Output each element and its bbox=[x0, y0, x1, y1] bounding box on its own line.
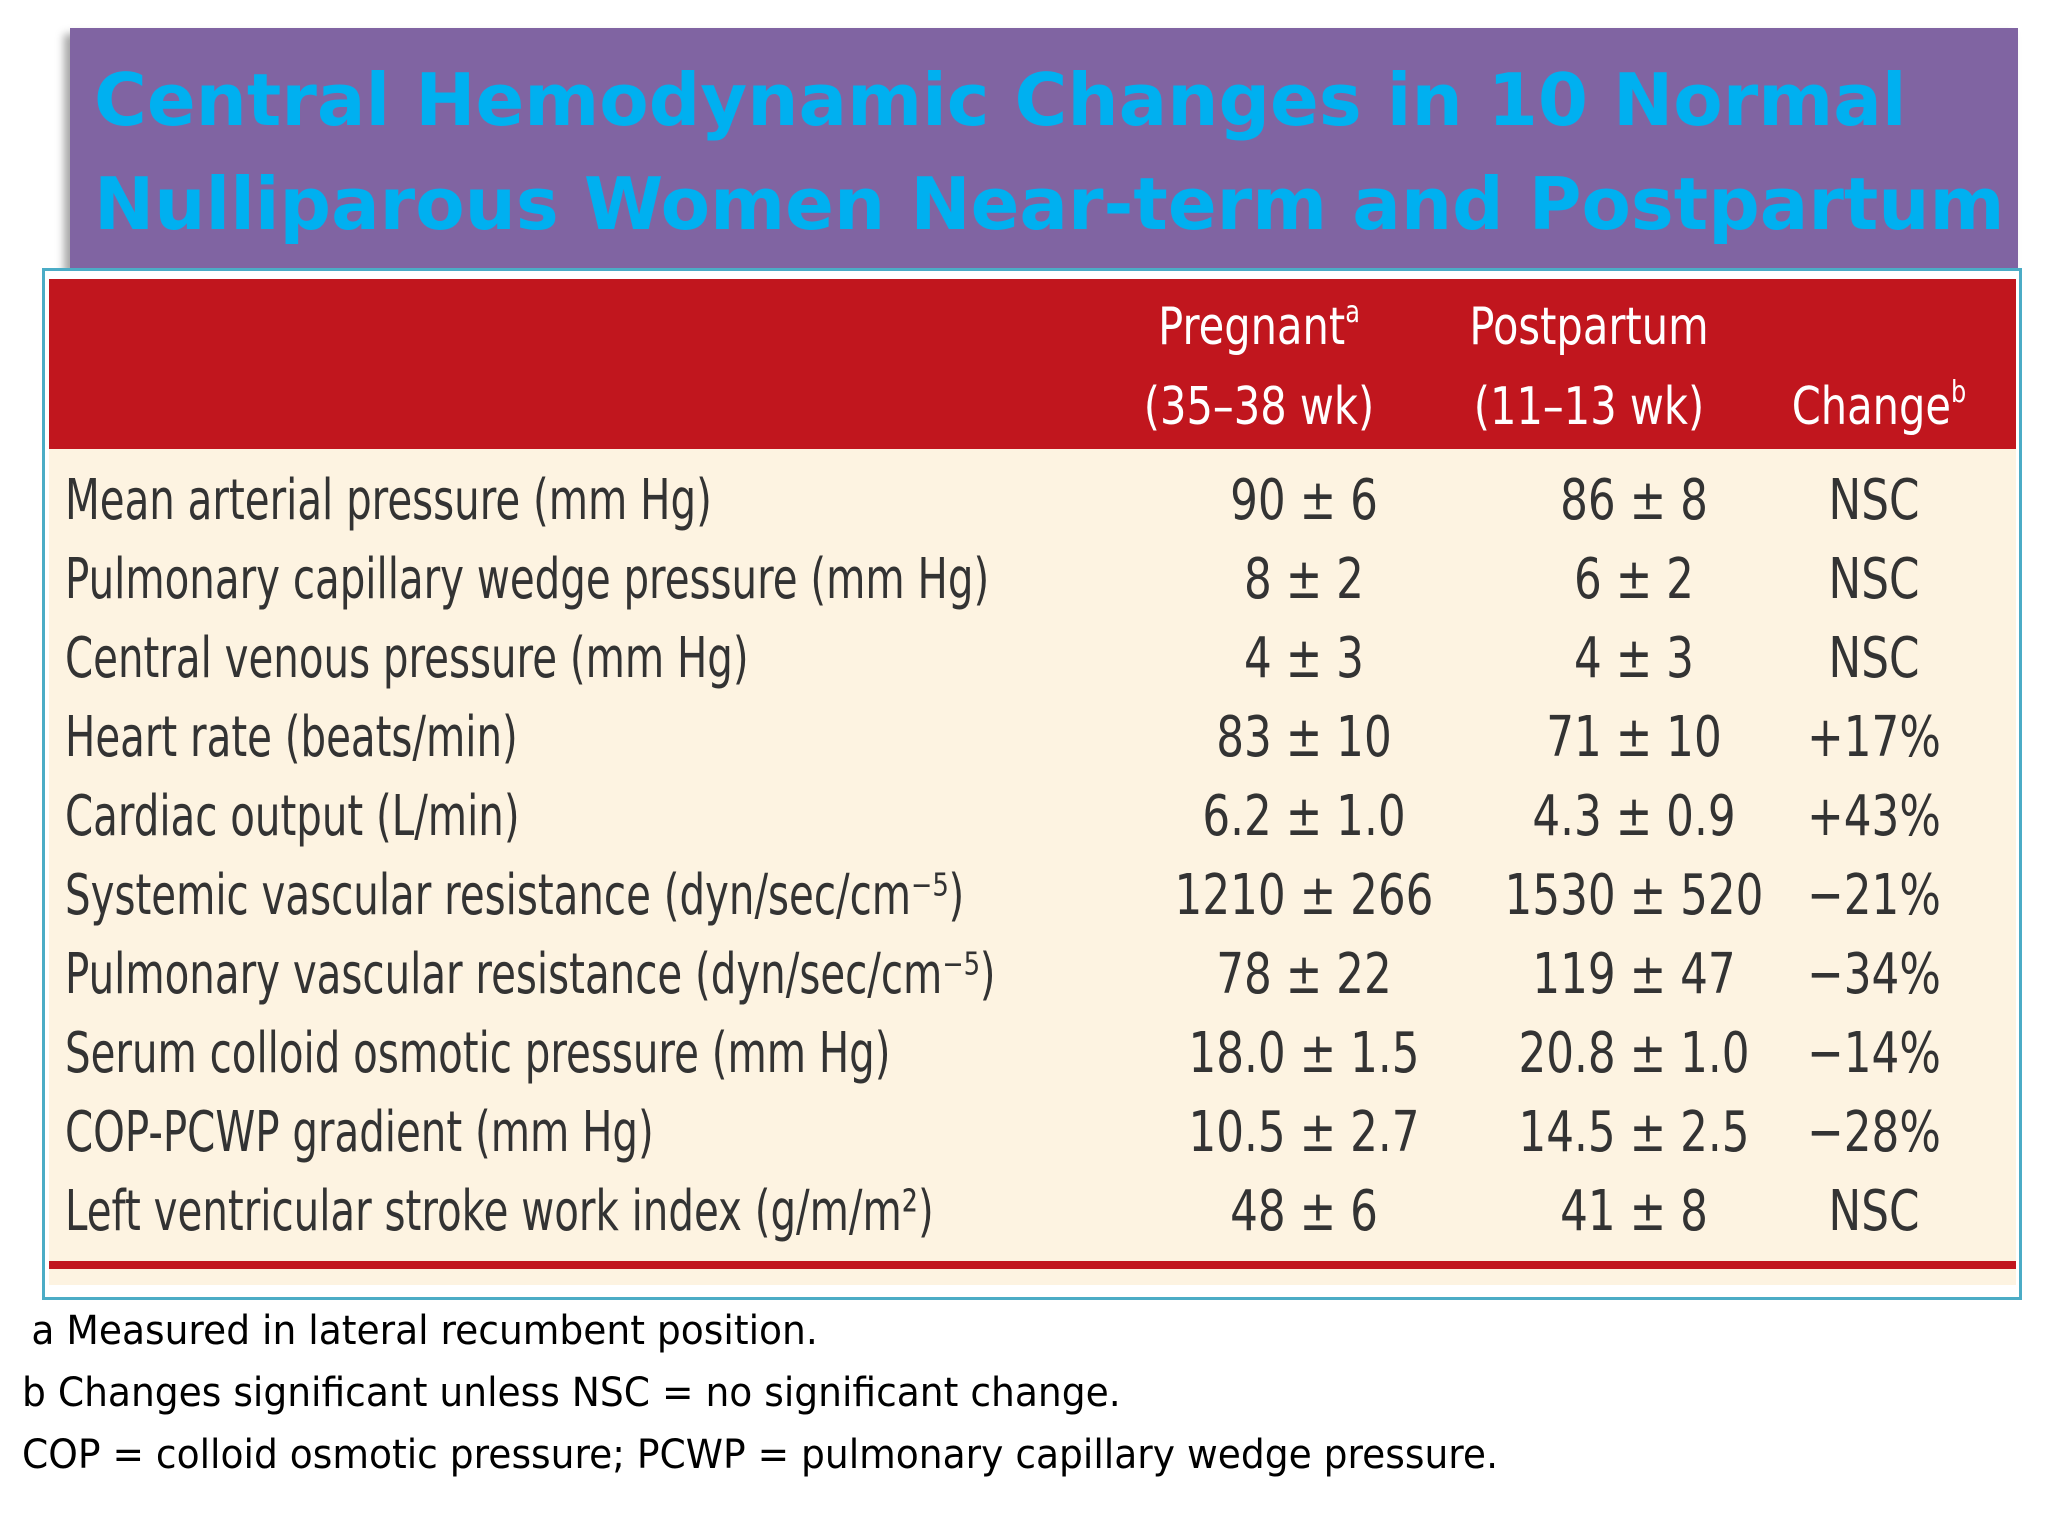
change-value: NSC bbox=[1828, 468, 1920, 533]
postpartum-value: 14.5 ± 2.5 bbox=[1518, 1100, 1750, 1165]
postpartum-value: 4 ± 3 bbox=[1574, 626, 1694, 691]
title-banner: Central Hemodynamic Changes in 10 Normal… bbox=[70, 28, 2018, 270]
table-row: Heart rate (beats/min) 83 ± 10 71 ± 10 +… bbox=[49, 698, 2016, 777]
footnotes: a Measured in lateral recumbent position… bbox=[22, 1300, 2002, 1486]
pregnant-value: 8 ± 2 bbox=[1244, 547, 1364, 612]
row-label: Cardiac output (L/min) bbox=[65, 784, 520, 849]
table-row: Pulmonary vascular resistance (dyn/sec/c… bbox=[49, 935, 2016, 1014]
row-label: Left ventricular stroke work index (g/m/… bbox=[65, 1179, 934, 1244]
row-label: Serum colloid osmotic pressure (mm Hg) bbox=[65, 1021, 891, 1086]
change-value: NSC bbox=[1828, 547, 1920, 612]
table-row: COP-PCWP gradient (mm Hg) 10.5 ± 2.7 14.… bbox=[49, 1093, 2016, 1172]
change-value: −21% bbox=[1807, 863, 1941, 928]
table-row: Systemic vascular resistance (dyn/sec/cm… bbox=[49, 856, 2016, 935]
row-label: COP-PCWP gradient (mm Hg) bbox=[65, 1100, 654, 1165]
hemodynamic-table: Pregnanta (35–38 wk) Postpartum (11–13 w… bbox=[49, 279, 2016, 1285]
pregnant-value: 90 ± 6 bbox=[1230, 468, 1378, 533]
table-row: Mean arterial pressure (mm Hg) 90 ± 6 86… bbox=[49, 461, 2016, 540]
table-row: Central venous pressure (mm Hg) 4 ± 3 4 … bbox=[49, 619, 2016, 698]
pregnant-value: 48 ± 6 bbox=[1230, 1179, 1378, 1244]
row-label: Central venous pressure (mm Hg) bbox=[65, 626, 749, 691]
row-label: Pulmonary capillary wedge pressure (mm H… bbox=[65, 547, 990, 612]
change-value: −14% bbox=[1807, 1021, 1941, 1086]
footnote-abbreviations: COP = colloid osmotic pressure; PCWP = p… bbox=[22, 1432, 1499, 1478]
header-postpartum-label: Postpartum bbox=[1469, 297, 1709, 357]
pregnant-value: 10.5 ± 2.7 bbox=[1188, 1100, 1420, 1165]
title-line-1: Central Hemodynamic Changes in 10 Normal bbox=[94, 58, 1907, 142]
table-row: Cardiac output (L/min) 6.2 ± 1.0 4.3 ± 0… bbox=[49, 777, 2016, 856]
postpartum-value: 41 ± 8 bbox=[1560, 1179, 1708, 1244]
change-value: NSC bbox=[1828, 1179, 1920, 1244]
row-label: Mean arterial pressure (mm Hg) bbox=[65, 468, 712, 533]
postpartum-value: 1530 ± 520 bbox=[1504, 863, 1764, 928]
row-label: Heart rate (beats/min) bbox=[65, 705, 518, 770]
change-value: +17% bbox=[1807, 705, 1941, 770]
table-body: Mean arterial pressure (mm Hg) 90 ± 6 86… bbox=[49, 461, 2016, 1251]
table-bottom-rule bbox=[49, 1261, 2016, 1269]
postpartum-value: 71 ± 10 bbox=[1546, 705, 1722, 770]
postpartum-value: 4.3 ± 0.9 bbox=[1532, 784, 1736, 849]
header-postpartum-range: (11–13 wk) bbox=[1473, 377, 1705, 437]
header-change-footnote-mark: b bbox=[1951, 375, 1967, 410]
header-change-label: Change bbox=[1791, 377, 1952, 437]
header-postpartum: Postpartum (11–13 wk) bbox=[1453, 287, 1725, 447]
table-row: Pulmonary capillary wedge pressure (mm H… bbox=[49, 540, 2016, 619]
header-change: Changeb bbox=[1775, 367, 1983, 447]
footnote-a: a Measured in lateral recumbent position… bbox=[31, 1308, 818, 1354]
header-pregnant-footnote-mark: a bbox=[1345, 295, 1360, 330]
row-label: Systemic vascular resistance (dyn/sec/cm… bbox=[65, 863, 965, 928]
pregnant-value: 6.2 ± 1.0 bbox=[1202, 784, 1406, 849]
row-label: Pulmonary vascular resistance (dyn/sec/c… bbox=[65, 942, 996, 1007]
header-pregnant: Pregnanta (35–38 wk) bbox=[1123, 287, 1395, 447]
postpartum-value: 6 ± 2 bbox=[1574, 547, 1694, 612]
change-value: +43% bbox=[1807, 784, 1941, 849]
postpartum-value: 86 ± 8 bbox=[1560, 468, 1708, 533]
table-frame: Pregnanta (35–38 wk) Postpartum (11–13 w… bbox=[42, 268, 2022, 1300]
footnote-b: b Changes significant unless NSC = no si… bbox=[22, 1370, 1121, 1416]
change-value: −34% bbox=[1807, 942, 1941, 1007]
change-value: −28% bbox=[1807, 1100, 1941, 1165]
postpartum-value: 119 ± 47 bbox=[1532, 942, 1736, 1007]
header-pregnant-range: (35–38 wk) bbox=[1143, 377, 1375, 437]
table-row: Left ventricular stroke work index (g/m/… bbox=[49, 1172, 2016, 1251]
change-value: NSC bbox=[1828, 626, 1920, 691]
postpartum-value: 20.8 ± 1.0 bbox=[1518, 1021, 1750, 1086]
table-row: Serum colloid osmotic pressure (mm Hg) 1… bbox=[49, 1014, 2016, 1093]
header-pregnant-label: Pregnant bbox=[1158, 297, 1346, 357]
pregnant-value: 18.0 ± 1.5 bbox=[1188, 1021, 1420, 1086]
pregnant-value: 1210 ± 266 bbox=[1174, 863, 1434, 928]
pregnant-value: 83 ± 10 bbox=[1216, 705, 1392, 770]
pregnant-value: 78 ± 22 bbox=[1216, 942, 1392, 1007]
table-header: Pregnanta (35–38 wk) Postpartum (11–13 w… bbox=[49, 279, 2016, 449]
title-line-2: Nulliparous Women Near-term and Postpart… bbox=[94, 162, 2005, 246]
pregnant-value: 4 ± 3 bbox=[1244, 626, 1364, 691]
